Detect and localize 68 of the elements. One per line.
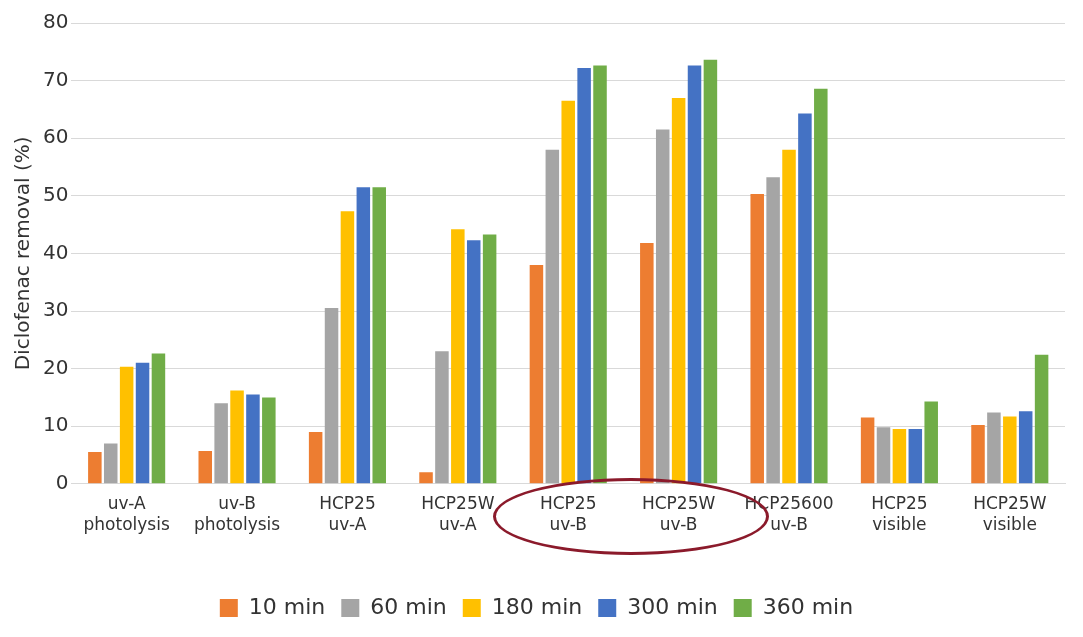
- bar: [971, 425, 985, 484]
- x-tick-label: HCP25 uv-A: [319, 493, 376, 534]
- bar: [655, 129, 670, 484]
- y-axis-title: Diclofenac removal (%): [10, 136, 35, 371]
- y-tick-label: 40: [43, 239, 69, 264]
- y-tick-label: 60: [43, 124, 69, 149]
- bar: [198, 450, 212, 484]
- bar: [876, 427, 891, 484]
- bar: [356, 187, 371, 484]
- bar: [135, 362, 150, 484]
- bar: [435, 351, 449, 484]
- y-tick-label: 80: [43, 9, 69, 34]
- y-tick-label: 30: [43, 297, 69, 322]
- bar: [372, 187, 386, 484]
- bar: [466, 240, 481, 484]
- bar: [750, 194, 764, 484]
- legend-label: 360 min: [762, 593, 854, 619]
- bar: [308, 431, 323, 484]
- bar: [908, 429, 923, 484]
- bar: [671, 97, 686, 484]
- bar: [246, 394, 260, 484]
- bar: [419, 472, 433, 484]
- x-tick-label: uv-B photolysis: [193, 493, 281, 534]
- bar: [814, 88, 828, 484]
- x-tick-label: uv-A photolysis: [83, 493, 170, 534]
- y-tick-label: 70: [43, 66, 69, 91]
- x-tick-label: HCP25 uv-B: [539, 493, 597, 534]
- bar: [262, 397, 276, 484]
- bar: [151, 353, 166, 484]
- bar: [924, 401, 938, 484]
- bar: [545, 149, 560, 484]
- x-tick-label: HCP25 visible: [871, 493, 928, 534]
- bar: [230, 390, 244, 484]
- bar: [687, 65, 702, 484]
- x-tick-label: HCP25W visible: [973, 493, 1047, 534]
- bar: [593, 65, 607, 484]
- bar: [340, 211, 355, 484]
- bar: [577, 67, 591, 484]
- legend-label: 60 min: [370, 593, 447, 619]
- bar: [324, 308, 339, 484]
- y-tick-label: 50: [43, 182, 69, 206]
- bar: [1034, 354, 1049, 484]
- bar: [703, 59, 718, 484]
- bar: [214, 403, 228, 484]
- bar: [766, 177, 780, 484]
- bar: [782, 149, 796, 484]
- y-tick-label: 0: [55, 470, 69, 494]
- x-tick-label: HCP25W uv-B: [641, 493, 716, 534]
- legend-label: 300 min: [627, 593, 718, 619]
- y-tick-label: 20: [43, 354, 69, 379]
- bar: [798, 113, 812, 484]
- bar: [119, 366, 134, 484]
- x-tick-label: HCP25W uv-A: [421, 493, 495, 534]
- bar: [482, 234, 497, 484]
- bar: [103, 443, 118, 484]
- bar: [987, 412, 1001, 484]
- bar: [860, 417, 875, 484]
- legend-label: 10 min: [248, 593, 326, 619]
- bar: [451, 229, 465, 484]
- bar: [1018, 411, 1033, 484]
- bar: [561, 100, 575, 484]
- bar: [529, 264, 544, 484]
- bar: [88, 452, 102, 484]
- bar: [640, 243, 654, 484]
- bar: [892, 429, 907, 484]
- y-tick-label: 10: [43, 412, 69, 437]
- legend-label: 180 min: [491, 593, 583, 619]
- bar: [1003, 416, 1017, 484]
